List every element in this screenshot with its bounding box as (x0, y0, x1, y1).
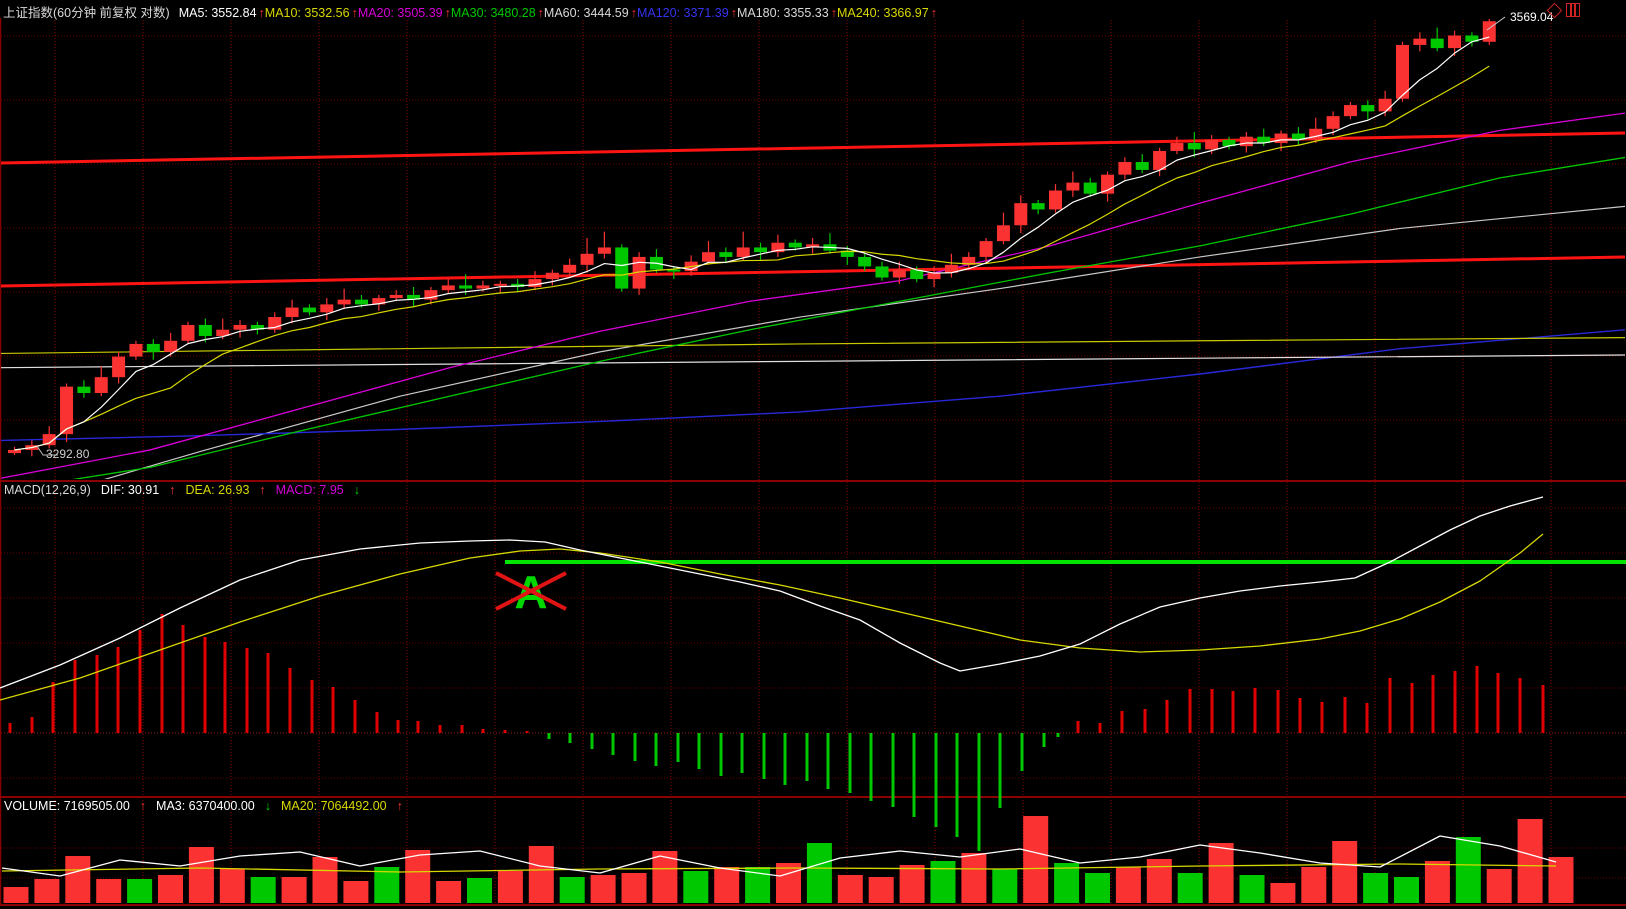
diamond-icon[interactable] (1546, 2, 1563, 18)
ma120-trend-arrow-icon: ↑ (730, 6, 737, 20)
window-controls (1546, 2, 1580, 18)
vol-ma3-trend-arrow-icon: ↓ (264, 799, 271, 813)
dif-readout: DIF: 30.91 (100, 483, 160, 497)
price-low-label: 3292.80 (46, 447, 90, 461)
ma10-trend-arrow-icon: ↑ (351, 6, 358, 20)
ma60-readout: MA60: 3444.59 (543, 6, 629, 20)
last-high-label: 3569.04 (1510, 10, 1554, 24)
volume-header: VOLUME: 7169505.00 ↑ MA3: 6370400.00 ↓ MA20:… (4, 799, 413, 813)
vol-ma20-readout: MA20: 7064492.00 (280, 799, 387, 813)
volume-trend-arrow-icon: ↑ (139, 799, 147, 813)
header-bar: 上证指数(60分钟 前复权 对数) MA5: 3552.84 ↑MA10: 3532… (3, 2, 937, 21)
ma60-trend-arrow-icon: ↑ (630, 6, 637, 20)
price-panel (1, 19, 1625, 479)
dea-trend-arrow-icon: ↑ (259, 483, 266, 497)
macd-readout: MACD: 7.95 (275, 483, 344, 497)
window-grid-icon[interactable] (1566, 3, 1580, 17)
ma30-readout: MA30: 3480.28 (450, 6, 536, 20)
vol-ma20-trend-arrow-icon: ↑ (396, 799, 403, 813)
macd-trend-arrow-icon: ↓ (353, 483, 360, 497)
index-title: 上证指数(60分钟 前复权 对数) (3, 6, 170, 20)
ma180-trend-arrow-icon: ↑ (830, 6, 837, 20)
marker-x-icon (495, 571, 567, 611)
ma120-readout: MA120: 3371.39 (636, 6, 729, 20)
ma240-trend-arrow-icon: ↑ (930, 6, 937, 20)
dea-readout: DEA: 26.93 (185, 483, 250, 497)
volume-panel (1, 816, 1574, 903)
ma20-trend-arrow-icon: ↑ (444, 6, 451, 20)
ma10-readout: MA10: 3532.56 (264, 6, 350, 20)
macd-header: MACD(12,26,9) DIF: 30.91 ↑ DEA: 26.93 ↑ MACD:… (4, 483, 370, 497)
ma240-readout: MA240: 3366.97 (836, 6, 929, 20)
macd-params-label: MACD(12,26,9) (4, 483, 91, 497)
ma5-trend-arrow-icon: ↑ (258, 6, 265, 20)
ma20-readout: MA20: 3505.39 (357, 6, 443, 20)
vol-ma3-readout: MA3: 6370400.00 (156, 799, 255, 813)
ma180-readout: MA180: 3355.33 (736, 6, 829, 20)
ma30-trend-arrow-icon: ↑ (537, 6, 544, 20)
ma5-readout: MA5: 3552.84 (178, 6, 257, 20)
volume-readout: VOLUME: 7169505.00 (4, 799, 130, 813)
macd-panel: A (0, 496, 1626, 851)
dif-trend-arrow-icon: ↑ (169, 483, 176, 497)
